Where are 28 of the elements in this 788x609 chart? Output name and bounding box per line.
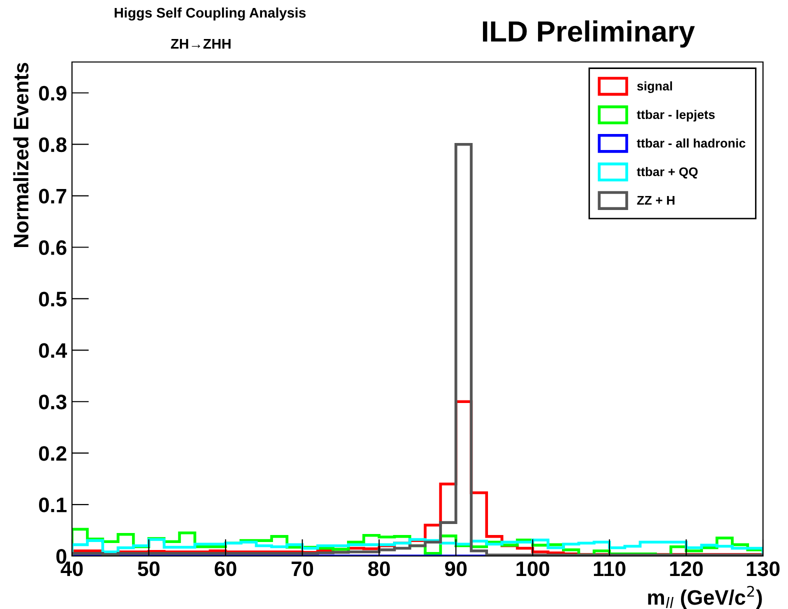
y-tick-label: 0.9: [39, 86, 66, 101]
x-tick-label: 130: [746, 561, 780, 576]
y-tick-label: 0.1: [39, 498, 67, 512]
y-tick-label: 0.6: [39, 240, 66, 256]
text: ILD Preliminary: [482, 20, 695, 48]
x-tick-label: 60: [214, 561, 236, 576]
legend-label: ttbar - all hadronic: [636, 138, 746, 148]
legend-label: ttbar - lepjets: [636, 110, 715, 122]
y-tick-label: 0.2: [39, 446, 66, 461]
y-tick-label: 0.4: [39, 343, 68, 358]
x-tick-label: 80: [368, 561, 390, 576]
chart-title: Higgs Self Coupling Analysis: [114, 7, 306, 21]
x-tick-label: 120: [670, 561, 703, 576]
x-tick-label: 100: [516, 561, 550, 576]
y-tick-label: 0.8: [39, 137, 67, 152]
x-tick-label: 70: [292, 561, 314, 576]
legend-label: ZZ + H: [637, 196, 674, 205]
y-tick-label: 0.7: [39, 188, 66, 204]
legend-label: ttbar + QQ: [636, 167, 698, 179]
y-axis-title: Normalized Events: [13, 62, 29, 247]
y-tick-label: 0.5: [39, 292, 67, 306]
legend-label: signal: [637, 81, 672, 94]
x-tick-label: 110: [594, 561, 626, 576]
y-tick-label: 0.3: [39, 394, 66, 410]
chart-subtitle: ZH→ZHH: [170, 39, 231, 49]
x-tick-label: 90: [445, 561, 467, 576]
x-tick-label: 50: [138, 561, 160, 576]
x-axis-title: m$_{ll}$ (GeV/c$^{2}$): [648, 586, 762, 609]
